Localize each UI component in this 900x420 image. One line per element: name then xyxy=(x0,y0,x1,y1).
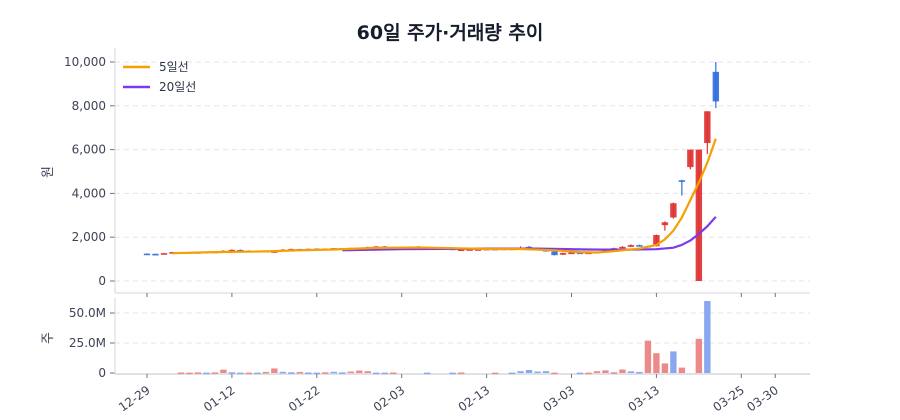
volume-bar[interactable] xyxy=(525,370,533,373)
svg-text:5일선: 5일선 xyxy=(159,60,189,74)
volume-bar[interactable] xyxy=(508,372,516,375)
volume-y-tick: 50.0M xyxy=(69,306,106,320)
volume-bar[interactable] xyxy=(322,372,329,374)
x-tick-label: 12-29 xyxy=(116,383,153,414)
candle[interactable] xyxy=(670,202,677,219)
price-y-tick: 10,000 xyxy=(64,55,106,69)
volume-bar[interactable] xyxy=(661,363,669,373)
volume-bar[interactable] xyxy=(423,372,431,375)
ma5-line xyxy=(172,138,717,255)
volume-bar[interactable] xyxy=(551,372,558,375)
volume-bar[interactable] xyxy=(627,371,635,373)
volume-bar[interactable] xyxy=(356,370,363,373)
volume-bar[interactable] xyxy=(296,371,304,374)
volume-bar[interactable] xyxy=(390,372,397,375)
x-tick-label: 02-03 xyxy=(371,383,408,414)
volume-bar[interactable] xyxy=(381,372,388,375)
volume-bar[interactable] xyxy=(339,372,346,374)
volume-bar[interactable] xyxy=(245,372,253,375)
volume-bar[interactable] xyxy=(288,372,295,374)
volume-axis-title: 주 xyxy=(41,332,56,344)
volume-bar[interactable] xyxy=(305,372,312,375)
candle[interactable] xyxy=(678,179,686,196)
candle[interactable] xyxy=(160,252,168,255)
volume-bar[interactable] xyxy=(585,372,592,375)
volume-bar[interactable] xyxy=(619,369,626,373)
volume-bar[interactable] xyxy=(177,372,185,375)
volume-bar[interactable] xyxy=(653,353,660,373)
svg-text:20일선: 20일선 xyxy=(159,80,196,94)
volume-bar[interactable] xyxy=(194,372,202,374)
volume-bar[interactable] xyxy=(262,371,270,374)
volume-bar[interactable] xyxy=(373,372,380,375)
volume-bar[interactable] xyxy=(364,371,371,373)
ma20-line xyxy=(342,216,717,252)
x-tick-label: 03-25 xyxy=(710,383,747,414)
volume-bar[interactable] xyxy=(695,338,703,373)
x-tick-label: 03-13 xyxy=(626,383,663,414)
price-y-tick: 6,000 xyxy=(72,143,106,157)
legend-item: 20일선 xyxy=(123,80,196,94)
candle[interactable] xyxy=(169,251,176,254)
volume-bar[interactable] xyxy=(313,372,320,375)
volume-y-tick: 0 xyxy=(98,366,106,380)
volume-bar[interactable] xyxy=(704,301,711,373)
price-y-tick: 8,000 xyxy=(72,99,106,113)
volume-bar[interactable] xyxy=(517,371,524,373)
volume-bar[interactable] xyxy=(330,371,337,374)
legend-item: 5일선 xyxy=(123,60,189,74)
chart-title: 60일 주가·거래량 추이 xyxy=(356,22,544,44)
volume-bar[interactable] xyxy=(449,372,456,375)
volume-bar[interactable] xyxy=(644,340,652,373)
volume-bar[interactable] xyxy=(542,371,550,373)
candle[interactable] xyxy=(152,253,159,256)
volume-bar[interactable] xyxy=(347,371,354,374)
candle[interactable] xyxy=(627,244,635,248)
volume-bar[interactable] xyxy=(228,372,236,374)
volume-bar[interactable] xyxy=(534,371,541,374)
volume-bar[interactable] xyxy=(610,372,618,374)
volume-bar[interactable] xyxy=(670,351,677,373)
candle[interactable] xyxy=(661,221,669,231)
volume-bar[interactable] xyxy=(271,368,278,373)
x-tick-label: 01-12 xyxy=(201,383,238,414)
candle[interactable] xyxy=(687,149,694,170)
volume-bar[interactable] xyxy=(279,371,287,374)
volume-bar[interactable] xyxy=(593,371,601,373)
volume-bar[interactable] xyxy=(254,372,261,375)
volume-bar[interactable] xyxy=(211,372,219,374)
candle[interactable] xyxy=(704,111,711,154)
candle[interactable] xyxy=(619,246,626,249)
volume-bar[interactable] xyxy=(678,367,686,373)
candle[interactable] xyxy=(143,253,151,256)
volume-bar[interactable] xyxy=(636,371,643,374)
volume-bar[interactable] xyxy=(491,372,499,375)
candle[interactable] xyxy=(551,251,558,256)
candle[interactable] xyxy=(712,62,720,108)
volume-bar[interactable] xyxy=(237,372,244,375)
candle[interactable] xyxy=(695,149,703,281)
volume-bar[interactable] xyxy=(203,372,210,375)
price-y-tick: 4,000 xyxy=(72,186,106,200)
x-tick-label: 01-22 xyxy=(286,383,323,414)
candle[interactable] xyxy=(559,252,567,255)
candle[interactable] xyxy=(636,244,643,247)
volume-y-tick: 25.0M xyxy=(69,336,106,350)
volume-bar[interactable] xyxy=(186,372,193,375)
x-tick-label: 03-30 xyxy=(744,383,781,414)
price-y-tick: 0 xyxy=(98,274,106,288)
price-y-tick: 2,000 xyxy=(72,230,106,244)
x-tick-label: 02-13 xyxy=(456,383,493,414)
volume-bar[interactable] xyxy=(602,370,609,373)
price-axis-title: 원 xyxy=(41,166,56,178)
volume-bar[interactable] xyxy=(220,369,227,373)
volume-bar[interactable] xyxy=(457,372,465,375)
x-tick-label: 03-03 xyxy=(541,383,578,414)
volume-bar[interactable] xyxy=(576,372,584,375)
